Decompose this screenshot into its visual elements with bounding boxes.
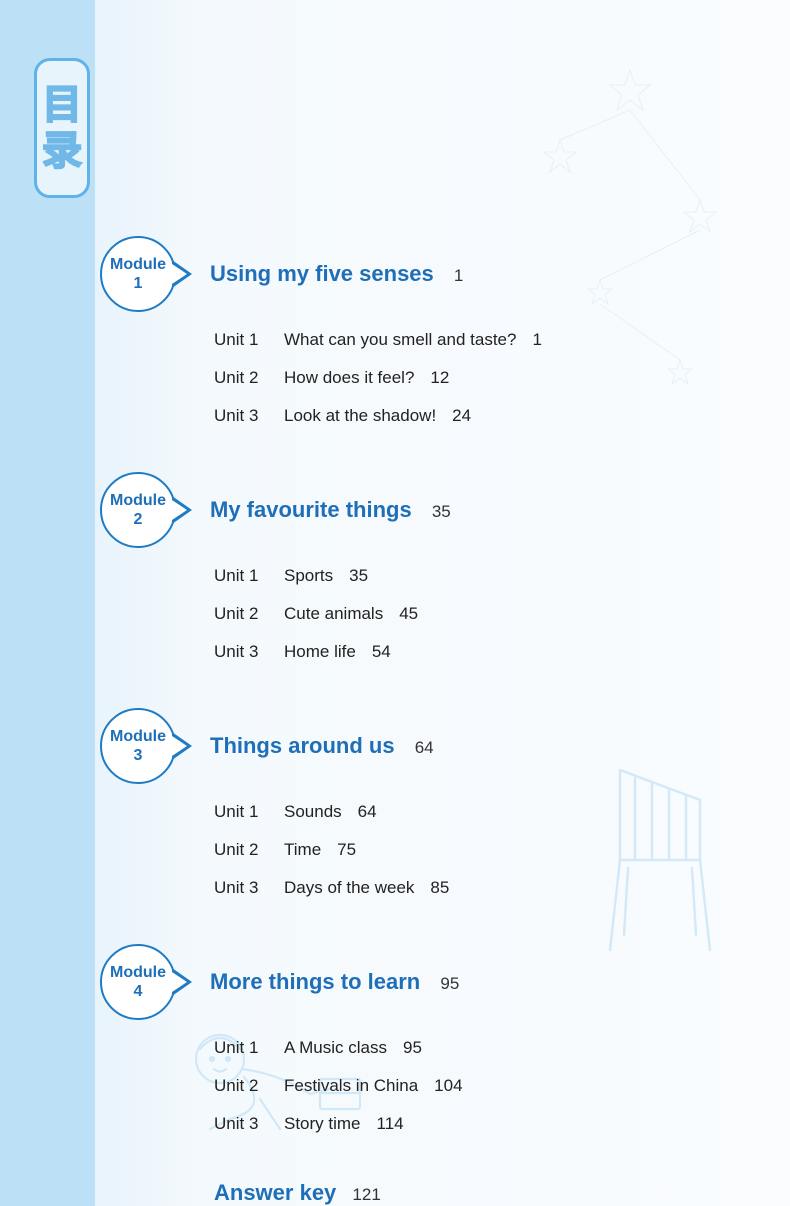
module-number: 2 xyxy=(134,510,143,529)
answer-key: Answer key 121 xyxy=(214,1180,720,1206)
unit-label: Unit 3 xyxy=(214,1114,284,1134)
unit-label: Unit 1 xyxy=(214,1038,284,1058)
module-title-page: 35 xyxy=(432,502,451,521)
toc-char-1: 目 xyxy=(42,85,82,125)
unit-title: Look at the shadow! xyxy=(284,406,436,426)
unit-row: Unit 1 What can you smell and taste? 1 xyxy=(214,330,720,350)
unit-row: Unit 1 Sports 35 xyxy=(214,566,720,586)
module-title-text: My favourite things xyxy=(210,497,412,522)
unit-title: Time xyxy=(284,840,321,860)
module-2: Module 2 My favourite things 35 Unit 1 S… xyxy=(100,472,720,662)
unit-title: What can you smell and taste? xyxy=(284,330,516,350)
module-1-title: Using my five senses 1 xyxy=(210,261,463,287)
module-3-units: Unit 1 Sounds 64 Unit 2 Time 75 Unit 3 D… xyxy=(214,802,720,898)
unit-title: A Music class xyxy=(284,1038,387,1058)
module-title-page: 95 xyxy=(440,974,459,993)
unit-label: Unit 2 xyxy=(214,840,284,860)
module-title-text: Using my five senses xyxy=(210,261,434,286)
unit-row: Unit 3 Look at the shadow! 24 xyxy=(214,406,720,426)
arrow-icon xyxy=(172,968,192,996)
module-title-text: Things around us xyxy=(210,733,395,758)
unit-title: Home life xyxy=(284,642,356,662)
unit-title: How does it feel? xyxy=(284,368,414,388)
arrow-icon xyxy=(172,260,192,288)
unit-title: Sports xyxy=(284,566,333,586)
unit-label: Unit 1 xyxy=(214,566,284,586)
module-2-header: Module 2 My favourite things 35 xyxy=(100,472,720,548)
unit-row: Unit 2 Cute animals 45 xyxy=(214,604,720,624)
unit-title: Days of the week xyxy=(284,878,414,898)
unit-row: Unit 1 Sounds 64 xyxy=(214,802,720,822)
unit-page: 54 xyxy=(372,642,391,662)
module-title-page: 1 xyxy=(454,266,463,285)
unit-title: Festivals in China xyxy=(284,1076,418,1096)
module-4-badge: Module 4 xyxy=(100,944,176,1020)
module-3-header: Module 3 Things around us 64 xyxy=(100,708,720,784)
module-1-units: Unit 1 What can you smell and taste? 1 U… xyxy=(214,330,720,426)
module-2-units: Unit 1 Sports 35 Unit 2 Cute animals 45 … xyxy=(214,566,720,662)
unit-label: Unit 3 xyxy=(214,406,284,426)
module-4: Module 4 More things to learn 95 Unit 1 … xyxy=(100,944,720,1134)
unit-page: 95 xyxy=(403,1038,422,1058)
arrow-icon xyxy=(172,496,192,524)
unit-label: Unit 1 xyxy=(214,802,284,822)
unit-row: Unit 2 How does it feel? 12 xyxy=(214,368,720,388)
unit-label: Unit 1 xyxy=(214,330,284,350)
unit-row: Unit 3 Days of the week 85 xyxy=(214,878,720,898)
module-number: 4 xyxy=(134,982,143,1001)
module-4-header: Module 4 More things to learn 95 xyxy=(100,944,720,1020)
unit-row: Unit 3 Story time 114 xyxy=(214,1114,720,1134)
unit-page: 35 xyxy=(349,566,368,586)
unit-row: Unit 2 Time 75 xyxy=(214,840,720,860)
unit-page: 1 xyxy=(532,330,541,350)
module-label: Module xyxy=(110,727,166,746)
module-1-badge: Module 1 xyxy=(100,236,176,312)
module-4-units: Unit 1 A Music class 95 Unit 2 Festivals… xyxy=(214,1038,720,1134)
module-1-header: Module 1 Using my five senses 1 xyxy=(100,236,720,312)
unit-title: Story time xyxy=(284,1114,361,1134)
module-number: 1 xyxy=(134,274,143,293)
arrow-icon xyxy=(172,732,192,760)
unit-page: 24 xyxy=(452,406,471,426)
unit-title: Cute animals xyxy=(284,604,383,624)
module-title-page: 64 xyxy=(415,738,434,757)
unit-page: 85 xyxy=(430,878,449,898)
toc-badge: 目 录 xyxy=(34,58,90,198)
module-3: Module 3 Things around us 64 Unit 1 Soun… xyxy=(100,708,720,898)
unit-page: 64 xyxy=(358,802,377,822)
module-1: Module 1 Using my five senses 1 Unit 1 W… xyxy=(100,236,720,426)
unit-page: 45 xyxy=(399,604,418,624)
module-2-badge: Module 2 xyxy=(100,472,176,548)
module-3-title: Things around us 64 xyxy=(210,733,434,759)
unit-page: 12 xyxy=(430,368,449,388)
module-number: 3 xyxy=(134,746,143,765)
unit-label: Unit 2 xyxy=(214,1076,284,1096)
module-3-badge: Module 3 xyxy=(100,708,176,784)
toc-char-2: 录 xyxy=(42,131,82,171)
module-4-title: More things to learn 95 xyxy=(210,969,459,995)
module-title-text: More things to learn xyxy=(210,969,420,994)
unit-title: Sounds xyxy=(284,802,342,822)
unit-label: Unit 3 xyxy=(214,642,284,662)
unit-page: 114 xyxy=(377,1114,404,1134)
unit-page: 75 xyxy=(337,840,356,860)
answer-key-page: 121 xyxy=(352,1185,380,1204)
module-2-title: My favourite things 35 xyxy=(210,497,451,523)
module-label: Module xyxy=(110,963,166,982)
unit-row: Unit 2 Festivals in China 104 xyxy=(214,1076,720,1096)
unit-label: Unit 2 xyxy=(214,368,284,388)
unit-label: Unit 2 xyxy=(214,604,284,624)
module-label: Module xyxy=(110,255,166,274)
unit-label: Unit 3 xyxy=(214,878,284,898)
module-label: Module xyxy=(110,491,166,510)
answer-key-title: Answer key xyxy=(214,1180,336,1205)
toc-content: Module 1 Using my five senses 1 Unit 1 W… xyxy=(100,236,720,1206)
unit-row: Unit 3 Home life 54 xyxy=(214,642,720,662)
unit-row: Unit 1 A Music class 95 xyxy=(214,1038,720,1058)
unit-page: 104 xyxy=(434,1076,462,1096)
